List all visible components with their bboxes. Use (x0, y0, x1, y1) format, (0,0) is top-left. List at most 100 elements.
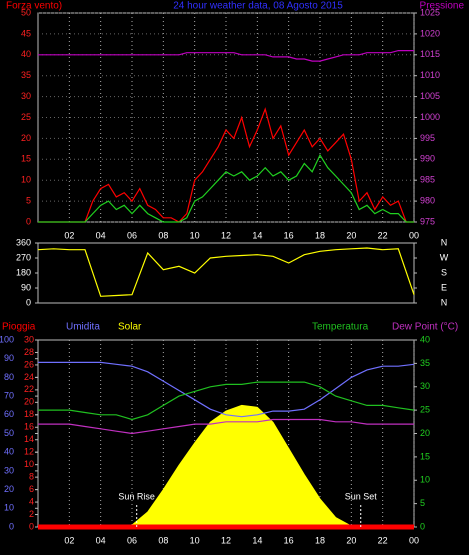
y-tick-label: 10 (21, 175, 31, 185)
y3-tick-label: 28 (24, 347, 34, 357)
series-line (37, 247, 415, 297)
x-tick-label: 20 (346, 230, 356, 240)
y2-tick-label: 995 (420, 133, 435, 143)
x-tick-label: 08 (158, 535, 168, 545)
y3-tick-label: 10 (24, 459, 34, 469)
y-tick-label: 30 (21, 91, 31, 101)
legend-label: Forza vento) (6, 1, 62, 12)
series-line (38, 381, 415, 421)
series-line (38, 153, 414, 223)
x-tick-label: 04 (96, 230, 106, 240)
y3-tick-label: 24 (24, 372, 34, 382)
legend-label: Temperatura (312, 322, 369, 333)
y2-tick-label: W (440, 252, 449, 262)
y2-tick-label: 10 (420, 475, 430, 485)
y-tick-label: 0 (26, 216, 31, 226)
y2-tick-label: 35 (420, 358, 430, 368)
x-tick-label: 02 (64, 230, 74, 240)
y2-tick-label: 990 (420, 154, 435, 164)
annotation-label: Sun Rise (118, 491, 155, 501)
legend-label: Pressione (420, 1, 465, 12)
y-tick-label: 15 (21, 154, 31, 164)
y-tick-label: 60 (4, 409, 14, 419)
y-tick-label: 10 (4, 503, 14, 513)
x-tick-label: 12 (221, 535, 231, 545)
x-tick-label: 22 (378, 535, 388, 545)
y3-tick-label: 18 (24, 409, 34, 419)
chart-title: 24 hour weather data, 08 Agosto 2015 (173, 1, 343, 12)
y-tick-label: 270 (16, 252, 31, 262)
x-tick-label: 00 (409, 535, 419, 545)
x-tick-label: 02 (64, 535, 74, 545)
x-tick-label: 06 (127, 230, 137, 240)
y2-tick-label: 1020 (420, 28, 440, 38)
y2-tick-label: 1010 (420, 70, 440, 80)
x-tick-label: 10 (190, 230, 200, 240)
y3-tick-label: 16 (24, 422, 34, 432)
y2-tick-label: 1000 (420, 112, 440, 122)
y-tick-label: 40 (21, 49, 31, 59)
x-tick-label: 20 (346, 535, 356, 545)
y2-tick-label: E (441, 282, 447, 292)
x-tick-label: 04 (96, 535, 106, 545)
y3-tick-label: 12 (24, 447, 34, 457)
y-tick-label: 50 (4, 428, 14, 438)
y-tick-label: 45 (21, 28, 31, 38)
x-tick-label: 12 (221, 230, 231, 240)
y2-tick-label: 20 (420, 428, 430, 438)
legend-label: Solar (118, 322, 142, 333)
y2-tick-label: 30 (420, 381, 430, 391)
y3-tick-label: 20 (24, 397, 34, 407)
x-tick-label: 06 (127, 535, 137, 545)
x-tick-label: 10 (190, 535, 200, 545)
y3-tick-label: 30 (24, 334, 34, 344)
y-tick-label: 5 (26, 195, 31, 205)
series-line (38, 361, 415, 418)
series-line (38, 418, 414, 435)
legend-label: Pioggia (2, 322, 36, 333)
y2-tick-label: 985 (420, 175, 435, 185)
legend-label: Dew Point (°C) (392, 322, 458, 333)
y2-tick-label: 40 (420, 334, 430, 344)
y2-tick-label: 1015 (420, 49, 440, 59)
y-tick-label: 0 (26, 297, 31, 307)
y2-tick-label: 1005 (420, 91, 440, 101)
y2-tick-label: 25 (420, 405, 430, 415)
y-tick-label: 90 (4, 353, 14, 363)
y2-tick-label: S (441, 267, 447, 277)
y2-tick-label: 975 (420, 216, 435, 226)
annotation-label: Sun Set (345, 491, 378, 501)
y-tick-label: 40 (4, 447, 14, 457)
y3-tick-label: 8 (29, 472, 34, 482)
y3-tick-label: 22 (24, 384, 34, 394)
y-tick-label: 20 (21, 133, 31, 143)
x-tick-label: 16 (284, 230, 294, 240)
x-tick-label: 14 (252, 535, 262, 545)
y-tick-label: 0 (9, 521, 14, 531)
y-tick-label: 25 (21, 112, 31, 122)
y2-tick-label: 15 (420, 451, 430, 461)
x-tick-label: 08 (158, 230, 168, 240)
y-tick-label: 70 (4, 390, 14, 400)
x-tick-label: 18 (315, 230, 325, 240)
y3-tick-label: 2 (29, 509, 34, 519)
y-tick-label: 100 (0, 334, 14, 344)
y-tick-label: 80 (4, 372, 14, 382)
y2-tick-label: N (441, 297, 448, 307)
y-tick-label: 50 (21, 7, 31, 17)
y-tick-label: 20 (4, 484, 14, 494)
y3-tick-label: 26 (24, 359, 34, 369)
x-tick-label: 00 (409, 230, 419, 240)
y3-tick-label: 4 (29, 496, 34, 506)
x-tick-label: 16 (284, 535, 294, 545)
x-tick-label: 14 (252, 230, 262, 240)
y-tick-label: 35 (21, 70, 31, 80)
series-line (38, 107, 414, 223)
y3-tick-label: 6 (29, 484, 34, 494)
y2-tick-label: 0 (420, 521, 425, 531)
y2-tick-label: N (441, 237, 448, 247)
y2-tick-label: 980 (420, 195, 435, 205)
y-tick-label: 30 (4, 465, 14, 475)
y3-tick-label: 14 (24, 434, 34, 444)
